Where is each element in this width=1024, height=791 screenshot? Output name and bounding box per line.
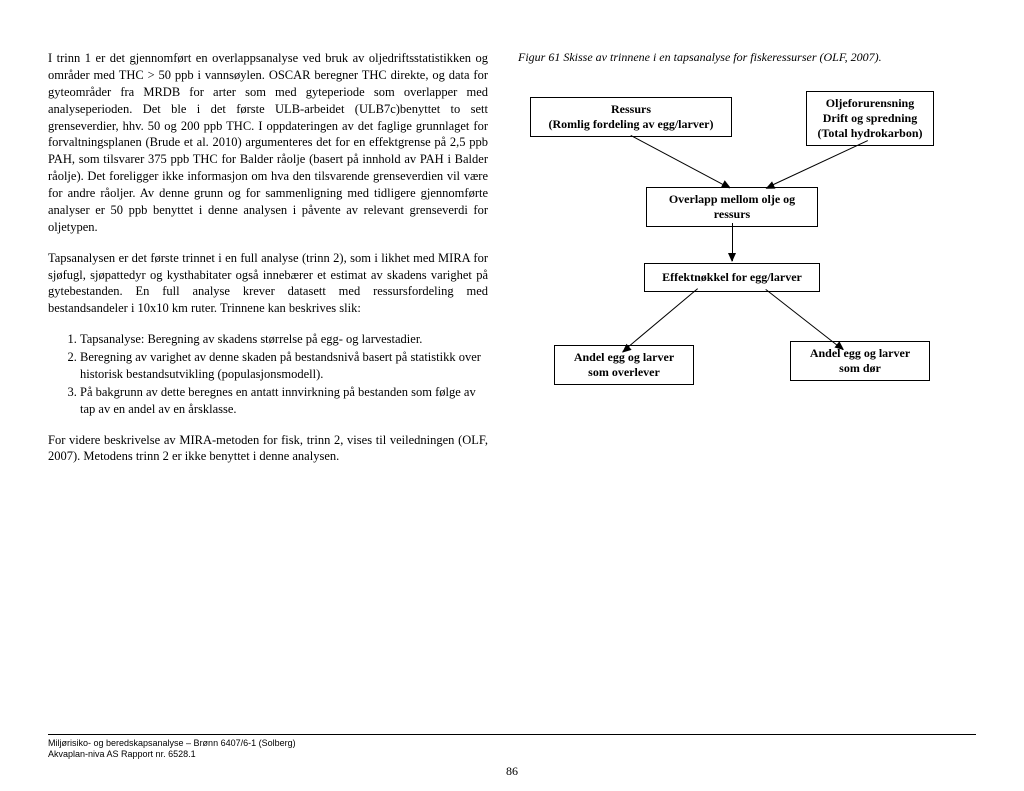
box-resource: Ressurs (Romlig fordeling av egg/larver) xyxy=(530,97,732,137)
box-line: (Total hydrokarbon) xyxy=(817,126,922,140)
box-line: Andel egg og larver xyxy=(810,346,910,360)
box-line: Ressurs xyxy=(611,102,651,116)
paragraph-1: I trinn 1 er det gjennomført en overlapp… xyxy=(48,50,488,236)
box-line: som overlever xyxy=(588,365,660,379)
steps-list: Tapsanalyse: Beregning av skadens større… xyxy=(48,331,488,417)
box-die: Andel egg og larver som dør xyxy=(790,341,930,381)
footer-line-1: Miljørisiko- og beredskapsanalyse – Brøn… xyxy=(48,738,976,750)
box-line: Effektnøkkel for egg/larver xyxy=(662,270,802,284)
paragraph-3: For videre beskrivelse av MIRA-metoden f… xyxy=(48,432,488,466)
box-line: Oljeforurensning xyxy=(826,96,914,110)
paragraph-2: Tapsanalysen er det første trinnet i en … xyxy=(48,250,488,318)
left-column: I trinn 1 er det gjennomført en overlapp… xyxy=(48,50,488,479)
arrow xyxy=(766,140,868,188)
box-line: Overlapp mellom olje og xyxy=(669,192,795,206)
footer: Miljørisiko- og beredskapsanalyse – Brøn… xyxy=(48,734,976,761)
list-item: På bakgrunn av dette beregnes en antatt … xyxy=(80,384,488,418)
footer-divider xyxy=(48,734,976,735)
box-line: (Romlig fordeling av egg/larver) xyxy=(549,117,714,131)
box-overlap: Overlapp mellom olje og ressurs xyxy=(646,187,818,227)
right-column: Figur 61 Skisse av trinnene i en tapsana… xyxy=(518,50,976,479)
figure-caption: Figur 61 Skisse av trinnene i en tapsana… xyxy=(518,50,976,65)
footer-line-2: Akvaplan-niva AS Rapport nr. 6528.1 xyxy=(48,749,976,761)
page-number: 86 xyxy=(0,764,1024,779)
arrow xyxy=(631,135,730,188)
box-pollution: Oljeforurensning Drift og spredning (Tot… xyxy=(806,91,934,146)
box-line: ressurs xyxy=(714,207,750,221)
list-item: Tapsanalyse: Beregning av skadens større… xyxy=(80,331,488,348)
arrow xyxy=(732,223,733,261)
flowchart-diagram: Ressurs (Romlig fordeling av egg/larver)… xyxy=(518,83,976,423)
arrow xyxy=(622,288,698,352)
box-effect-key: Effektnøkkel for egg/larver xyxy=(644,263,820,292)
list-item: Beregning av varighet av denne skaden på… xyxy=(80,349,488,383)
box-line: som dør xyxy=(839,361,881,375)
box-line: Drift og spredning xyxy=(823,111,917,125)
